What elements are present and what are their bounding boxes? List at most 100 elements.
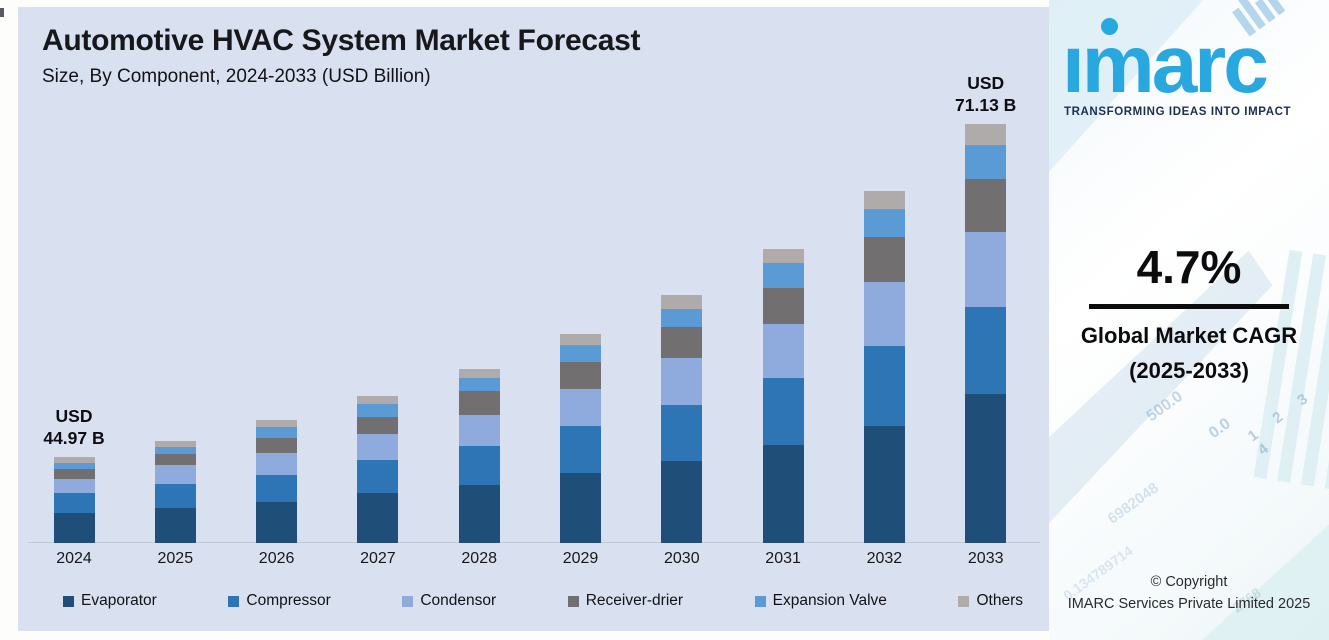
bar-segment-evaporator-2030 bbox=[661, 460, 703, 543]
x-tick-label-2032: 2032 bbox=[866, 550, 903, 567]
bar-segment-receiver-drier-2024 bbox=[53, 468, 95, 479]
bar-segment-evaporator-2033 bbox=[965, 393, 1007, 543]
bar-segment-receiver-drier-2032 bbox=[863, 236, 905, 282]
bar-segment-others-2030 bbox=[661, 294, 703, 309]
bar-segment-compressor-2030 bbox=[661, 404, 703, 461]
legend-label: Receiver-drier bbox=[585, 592, 684, 609]
x-tick-label-2027: 2027 bbox=[360, 550, 396, 567]
bar-segment-receiver-drier-2030 bbox=[661, 326, 703, 358]
legend-label: Expansion Valve bbox=[772, 592, 887, 609]
cagr-label: Global Market CAGR bbox=[1080, 323, 1298, 348]
bar-segment-condensor-2028 bbox=[458, 414, 500, 446]
bar-segment-evaporator-2024 bbox=[53, 512, 95, 543]
cagr-period: (2025-2033) bbox=[1129, 358, 1249, 383]
legend-swatch-icon bbox=[228, 595, 240, 607]
x-tick-label-2031: 2031 bbox=[765, 550, 801, 567]
copyright-line2: IMARC Services Private Limited 2025 bbox=[1067, 596, 1311, 613]
legend-swatch-icon bbox=[63, 595, 74, 607]
copyright-note: © Copyright IMARC Services Private Limit… bbox=[1049, 571, 1329, 616]
bar-segment-compressor-2027 bbox=[357, 459, 399, 493]
copyright-line1: © Copyright bbox=[1150, 574, 1228, 590]
bar-segment-expansion-valve-2028 bbox=[458, 377, 500, 391]
chart-legend: Evaporator Compressor Condensor Receiver-dr… bbox=[55, 592, 1031, 610]
bar-segment-condensor-2024 bbox=[53, 478, 95, 493]
legend-item-condensor: Condensor bbox=[402, 592, 496, 610]
legend-label: Condensor bbox=[420, 592, 497, 609]
chart-subtitle: Size, By Component, 2024-2033 (USD Billi… bbox=[42, 66, 431, 87]
cagr-value: 4.7% bbox=[1136, 241, 1242, 293]
cagr-block: 4.7% Global Market CAGR (2025-2033) bbox=[1049, 240, 1329, 384]
bar-segment-receiver-drier-2027 bbox=[357, 416, 399, 434]
stacked-bar-plot: 2024 2025 2026 2027 2028 2029 2030 2031 2032 2033… bbox=[28, 72, 1040, 567]
legend-item-others: Others bbox=[958, 592, 1023, 610]
legend-item-receiver-drier: Receiver-drier bbox=[567, 592, 684, 610]
bar-segment-evaporator-2032 bbox=[863, 425, 905, 543]
legend-swatch-icon bbox=[567, 595, 579, 607]
bar-segment-receiver-drier-2031 bbox=[762, 287, 804, 324]
bar-segment-condensor-2026 bbox=[256, 452, 298, 475]
logo-i-dot bbox=[1101, 18, 1118, 35]
chart-title: Automotive HVAC System Market Forecast bbox=[42, 24, 641, 57]
bar-segment-condensor-2025 bbox=[154, 464, 196, 484]
bar-segment-receiver-drier-2025 bbox=[154, 453, 196, 465]
bar-segment-others-2032 bbox=[863, 190, 905, 209]
cagr-divider bbox=[1089, 304, 1289, 309]
legend-item-expansion-valve: Expansion Valve bbox=[754, 592, 887, 610]
bar-segment-compressor-2026 bbox=[256, 474, 298, 502]
x-tick-label-2024: 2024 bbox=[56, 550, 92, 567]
bar-segment-expansion-valve-2031 bbox=[762, 262, 804, 288]
bar-segment-compressor-2024 bbox=[53, 492, 95, 513]
bar-segment-evaporator-2027 bbox=[357, 492, 399, 543]
watermark-number: 6982048 bbox=[1104, 479, 1162, 528]
bar-segment-receiver-drier-2028 bbox=[458, 390, 500, 415]
bar-segment-others-2024 bbox=[53, 456, 95, 463]
x-tick-label-2030: 2030 bbox=[664, 550, 700, 567]
x-tick-label-2026: 2026 bbox=[258, 550, 295, 567]
value-label-2024: USD 44.97 B bbox=[43, 405, 105, 449]
watermark-number: 0.0 bbox=[1205, 415, 1234, 443]
bar-segment-compressor-2028 bbox=[458, 445, 500, 485]
legend-swatch-icon bbox=[754, 595, 766, 607]
bar-segment-others-2033 bbox=[965, 123, 1007, 145]
x-tick-label-2028: 2028 bbox=[461, 550, 497, 567]
bar-segment-expansion-valve-2025 bbox=[154, 446, 196, 454]
bar-segment-receiver-drier-2033 bbox=[965, 178, 1007, 232]
legend-label: Others bbox=[976, 592, 1023, 609]
legend-item-compressor: Compressor bbox=[228, 592, 331, 610]
bar-segment-compressor-2025 bbox=[154, 483, 196, 508]
bar-segment-expansion-valve-2032 bbox=[863, 208, 905, 237]
bar-segment-expansion-valve-2030 bbox=[661, 308, 703, 327]
value-label-2033: USD 71.13 B bbox=[955, 72, 1017, 116]
watermark-number: 500.0 bbox=[1143, 387, 1186, 426]
bar-segment-condensor-2032 bbox=[863, 281, 905, 346]
bar-segment-evaporator-2025 bbox=[154, 507, 196, 543]
bar-segment-compressor-2032 bbox=[863, 345, 905, 426]
legend-label: Compressor bbox=[246, 592, 331, 609]
bar-segment-receiver-drier-2026 bbox=[256, 437, 298, 453]
legend-swatch-icon bbox=[958, 595, 970, 607]
bar-segment-others-2029 bbox=[560, 333, 601, 345]
bar-segment-condensor-2030 bbox=[661, 357, 703, 405]
imarc-logo: ımarc bbox=[1062, 10, 1318, 120]
legend-swatch-icon bbox=[402, 595, 414, 607]
x-tick-label-2029: 2029 bbox=[562, 550, 599, 567]
bar-segment-others-2027 bbox=[357, 395, 399, 404]
bar-segment-compressor-2031 bbox=[762, 377, 804, 445]
bar-segment-evaporator-2028 bbox=[458, 484, 500, 543]
bar-segment-compressor-2029 bbox=[560, 425, 601, 473]
x-tick-label-2033: 2033 bbox=[967, 550, 1004, 567]
bar-segment-condensor-2029 bbox=[560, 388, 601, 426]
bar-segment-others-2031 bbox=[762, 248, 804, 263]
bar-segment-expansion-valve-2027 bbox=[357, 403, 399, 417]
bar-segment-others-2025 bbox=[154, 440, 196, 447]
bar-segment-expansion-valve-2029 bbox=[560, 344, 601, 362]
bar-segment-condensor-2027 bbox=[357, 433, 399, 460]
screen-edge-artifact bbox=[0, 8, 4, 17]
bar-segment-condensor-2033 bbox=[965, 231, 1007, 307]
bar-segment-expansion-valve-2033 bbox=[965, 144, 1007, 179]
bar-segment-others-2028 bbox=[458, 368, 500, 378]
legend-label: Evaporator bbox=[81, 592, 157, 609]
logo-tagline: TRANSFORMING IDEAS INTO IMPACT bbox=[1064, 106, 1292, 118]
bar-segment-expansion-valve-2024 bbox=[53, 462, 95, 469]
